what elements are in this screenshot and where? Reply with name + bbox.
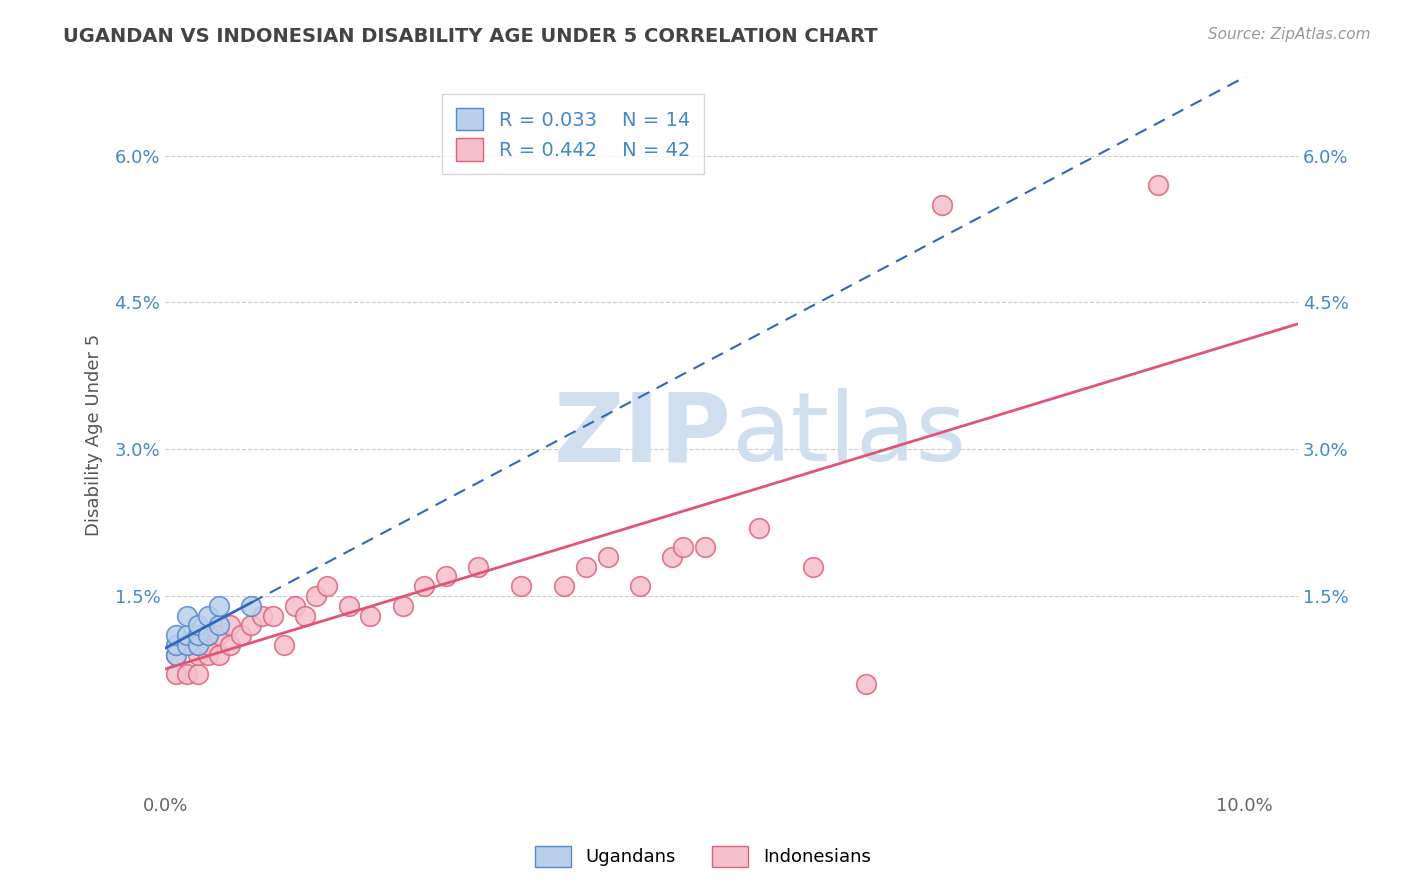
Point <box>413 579 436 593</box>
Point <box>186 628 208 642</box>
Point <box>359 608 381 623</box>
Point <box>337 599 360 613</box>
Point <box>208 648 231 662</box>
Text: Source: ZipAtlas.com: Source: ZipAtlas.com <box>1208 27 1371 42</box>
Point <box>197 628 219 642</box>
Point <box>1146 178 1168 192</box>
Point <box>316 579 339 593</box>
Point <box>208 599 231 613</box>
Point <box>262 608 284 623</box>
Point <box>801 559 824 574</box>
Point <box>553 579 575 593</box>
Point <box>208 618 231 632</box>
Point <box>240 599 263 613</box>
Point <box>252 608 274 623</box>
Legend: R = 0.033    N = 14, R = 0.442    N = 42: R = 0.033 N = 14, R = 0.442 N = 42 <box>443 95 703 174</box>
Point <box>596 549 619 564</box>
Text: atlas: atlas <box>731 388 967 481</box>
Point <box>176 608 198 623</box>
Point <box>197 638 219 652</box>
Point <box>219 618 242 632</box>
Point <box>273 638 295 652</box>
Point <box>467 559 489 574</box>
Point <box>931 197 953 211</box>
Point <box>186 618 208 632</box>
Point <box>208 628 231 642</box>
Point <box>434 569 457 583</box>
Point <box>186 638 208 652</box>
Point <box>305 589 328 603</box>
Point <box>165 667 187 681</box>
Text: UGANDAN VS INDONESIAN DISABILITY AGE UNDER 5 CORRELATION CHART: UGANDAN VS INDONESIAN DISABILITY AGE UND… <box>63 27 877 45</box>
Legend: Ugandans, Indonesians: Ugandans, Indonesians <box>529 838 877 874</box>
Point <box>186 667 208 681</box>
Point <box>165 628 187 642</box>
Point <box>165 648 187 662</box>
Point <box>197 648 219 662</box>
Point <box>176 638 198 652</box>
Y-axis label: Disability Age Under 5: Disability Age Under 5 <box>86 334 103 536</box>
Point <box>855 677 877 691</box>
Point <box>628 579 651 593</box>
Point <box>294 608 316 623</box>
Point <box>165 638 187 652</box>
Point <box>510 579 533 593</box>
Point <box>284 599 307 613</box>
Point <box>186 648 208 662</box>
Point <box>186 638 208 652</box>
Point <box>575 559 598 574</box>
Point <box>661 549 683 564</box>
Point <box>197 608 219 623</box>
Point <box>240 618 263 632</box>
Point <box>219 638 242 652</box>
Point <box>229 628 252 642</box>
Point <box>748 520 770 534</box>
Point <box>672 540 695 554</box>
Point <box>165 648 187 662</box>
Point <box>176 638 198 652</box>
Text: ZIP: ZIP <box>554 388 731 481</box>
Point <box>391 599 413 613</box>
Point <box>176 628 198 642</box>
Point <box>197 628 219 642</box>
Point <box>176 667 198 681</box>
Point <box>693 540 716 554</box>
